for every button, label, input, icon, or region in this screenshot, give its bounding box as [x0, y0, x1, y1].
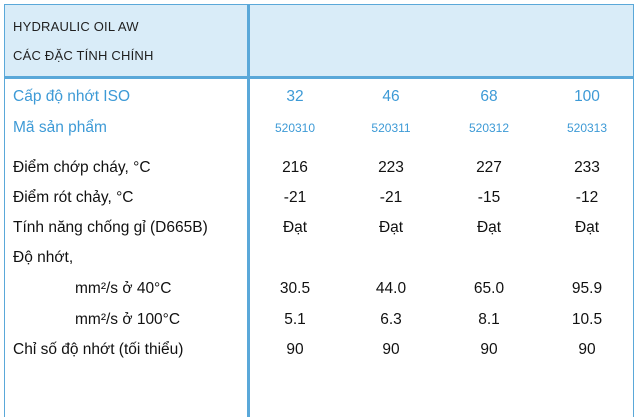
cell-value: -15 — [477, 189, 501, 206]
section-title: CÁC ĐẶC TÍNH CHÍNH — [13, 48, 154, 63]
cell-value: 30.5 — [279, 280, 311, 297]
row-label: Mã sản phẩm — [13, 119, 107, 136]
table-row-viscosity-heading: Độ nhớt, — [5, 245, 633, 271]
cell-value: 520313 — [566, 121, 608, 135]
cell-value: 520312 — [468, 121, 510, 135]
cell-value: Đạt — [574, 219, 600, 236]
cell-value: 227 — [476, 159, 502, 176]
row-label: Điểm chớp cháy, °C — [13, 159, 151, 176]
table-row-iso-grade: Cấp độ nhớt ISO 32 46 68 100 — [5, 84, 633, 110]
product-spec-table: HYDRAULIC OIL AW CÁC ĐẶC TÍNH CHÍNH Cấp … — [4, 4, 634, 417]
cell-value: 44.0 — [375, 280, 407, 297]
product-name: HYDRAULIC OIL AW — [13, 19, 139, 34]
cell-value: Đạt — [476, 219, 502, 236]
row-label: Độ nhớt, — [13, 249, 74, 266]
cell-value: 90 — [382, 341, 400, 358]
row-label: mm²/s ở 40°C — [75, 280, 172, 297]
cell-value: 6.3 — [380, 311, 402, 328]
table-row-viscosity-40c: mm²/s ở 40°C 30.5 44.0 65.0 95.9 — [5, 276, 633, 302]
table-row-viscosity-index: Chỉ số độ nhớt (tối thiểu) 90 90 90 90 — [5, 337, 633, 363]
row-label: mm²/s ở 100°C — [75, 311, 181, 328]
cell-value: -12 — [575, 189, 599, 206]
table-header-title-cell: HYDRAULIC OIL AW CÁC ĐẶC TÍNH CHÍNH — [5, 5, 247, 76]
cell-value: 5.1 — [284, 311, 306, 328]
cell-value: 95.9 — [571, 280, 603, 297]
table-row-viscosity-100c: mm²/s ở 100°C 5.1 6.3 8.1 10.5 — [5, 307, 633, 333]
cell-value: 520311 — [371, 121, 411, 135]
table-row-rust-test: Tính năng chống gỉ (D665B) Đạt Đạt Đạt Đ… — [5, 215, 633, 241]
cell-value: Đạt — [282, 219, 308, 236]
row-label: Điểm rót chảy, °C — [13, 189, 134, 206]
cell-value: 65.0 — [473, 280, 505, 297]
cell-value: 223 — [378, 159, 404, 176]
cell-value: 90 — [578, 341, 596, 358]
table-header-blank-cell — [250, 5, 633, 76]
table-row-flash-point: Điểm chớp cháy, °C 216 223 227 233 — [5, 155, 633, 181]
row-label: Chỉ số độ nhớt (tối thiểu) — [13, 341, 184, 358]
cell-value: 100 — [574, 88, 600, 105]
row-label: Tính năng chống gỉ (D665B) — [13, 219, 208, 236]
row-label: Cấp độ nhớt ISO — [13, 88, 131, 105]
cell-value: 233 — [574, 159, 600, 176]
cell-value: 46 — [382, 88, 400, 105]
cell-value: 8.1 — [478, 311, 500, 328]
table-row-product-code: Mã sản phẩm 520310 520311 520312 520313 — [5, 115, 633, 141]
table-row-pour-point: Điểm rót chảy, °C -21 -21 -15 -12 — [5, 185, 633, 211]
cell-value: 68 — [480, 88, 498, 105]
cell-value: 90 — [480, 341, 498, 358]
cell-value: 32 — [286, 88, 304, 105]
header-divider — [5, 76, 633, 79]
cell-value: 90 — [286, 341, 304, 358]
cell-value: Đạt — [378, 219, 404, 236]
cell-value: 216 — [282, 159, 308, 176]
cell-value: -21 — [283, 189, 307, 206]
cell-value: 520310 — [274, 121, 316, 135]
cell-value: -21 — [379, 189, 403, 206]
column-divider — [247, 5, 250, 417]
cell-value: 10.5 — [571, 311, 603, 328]
